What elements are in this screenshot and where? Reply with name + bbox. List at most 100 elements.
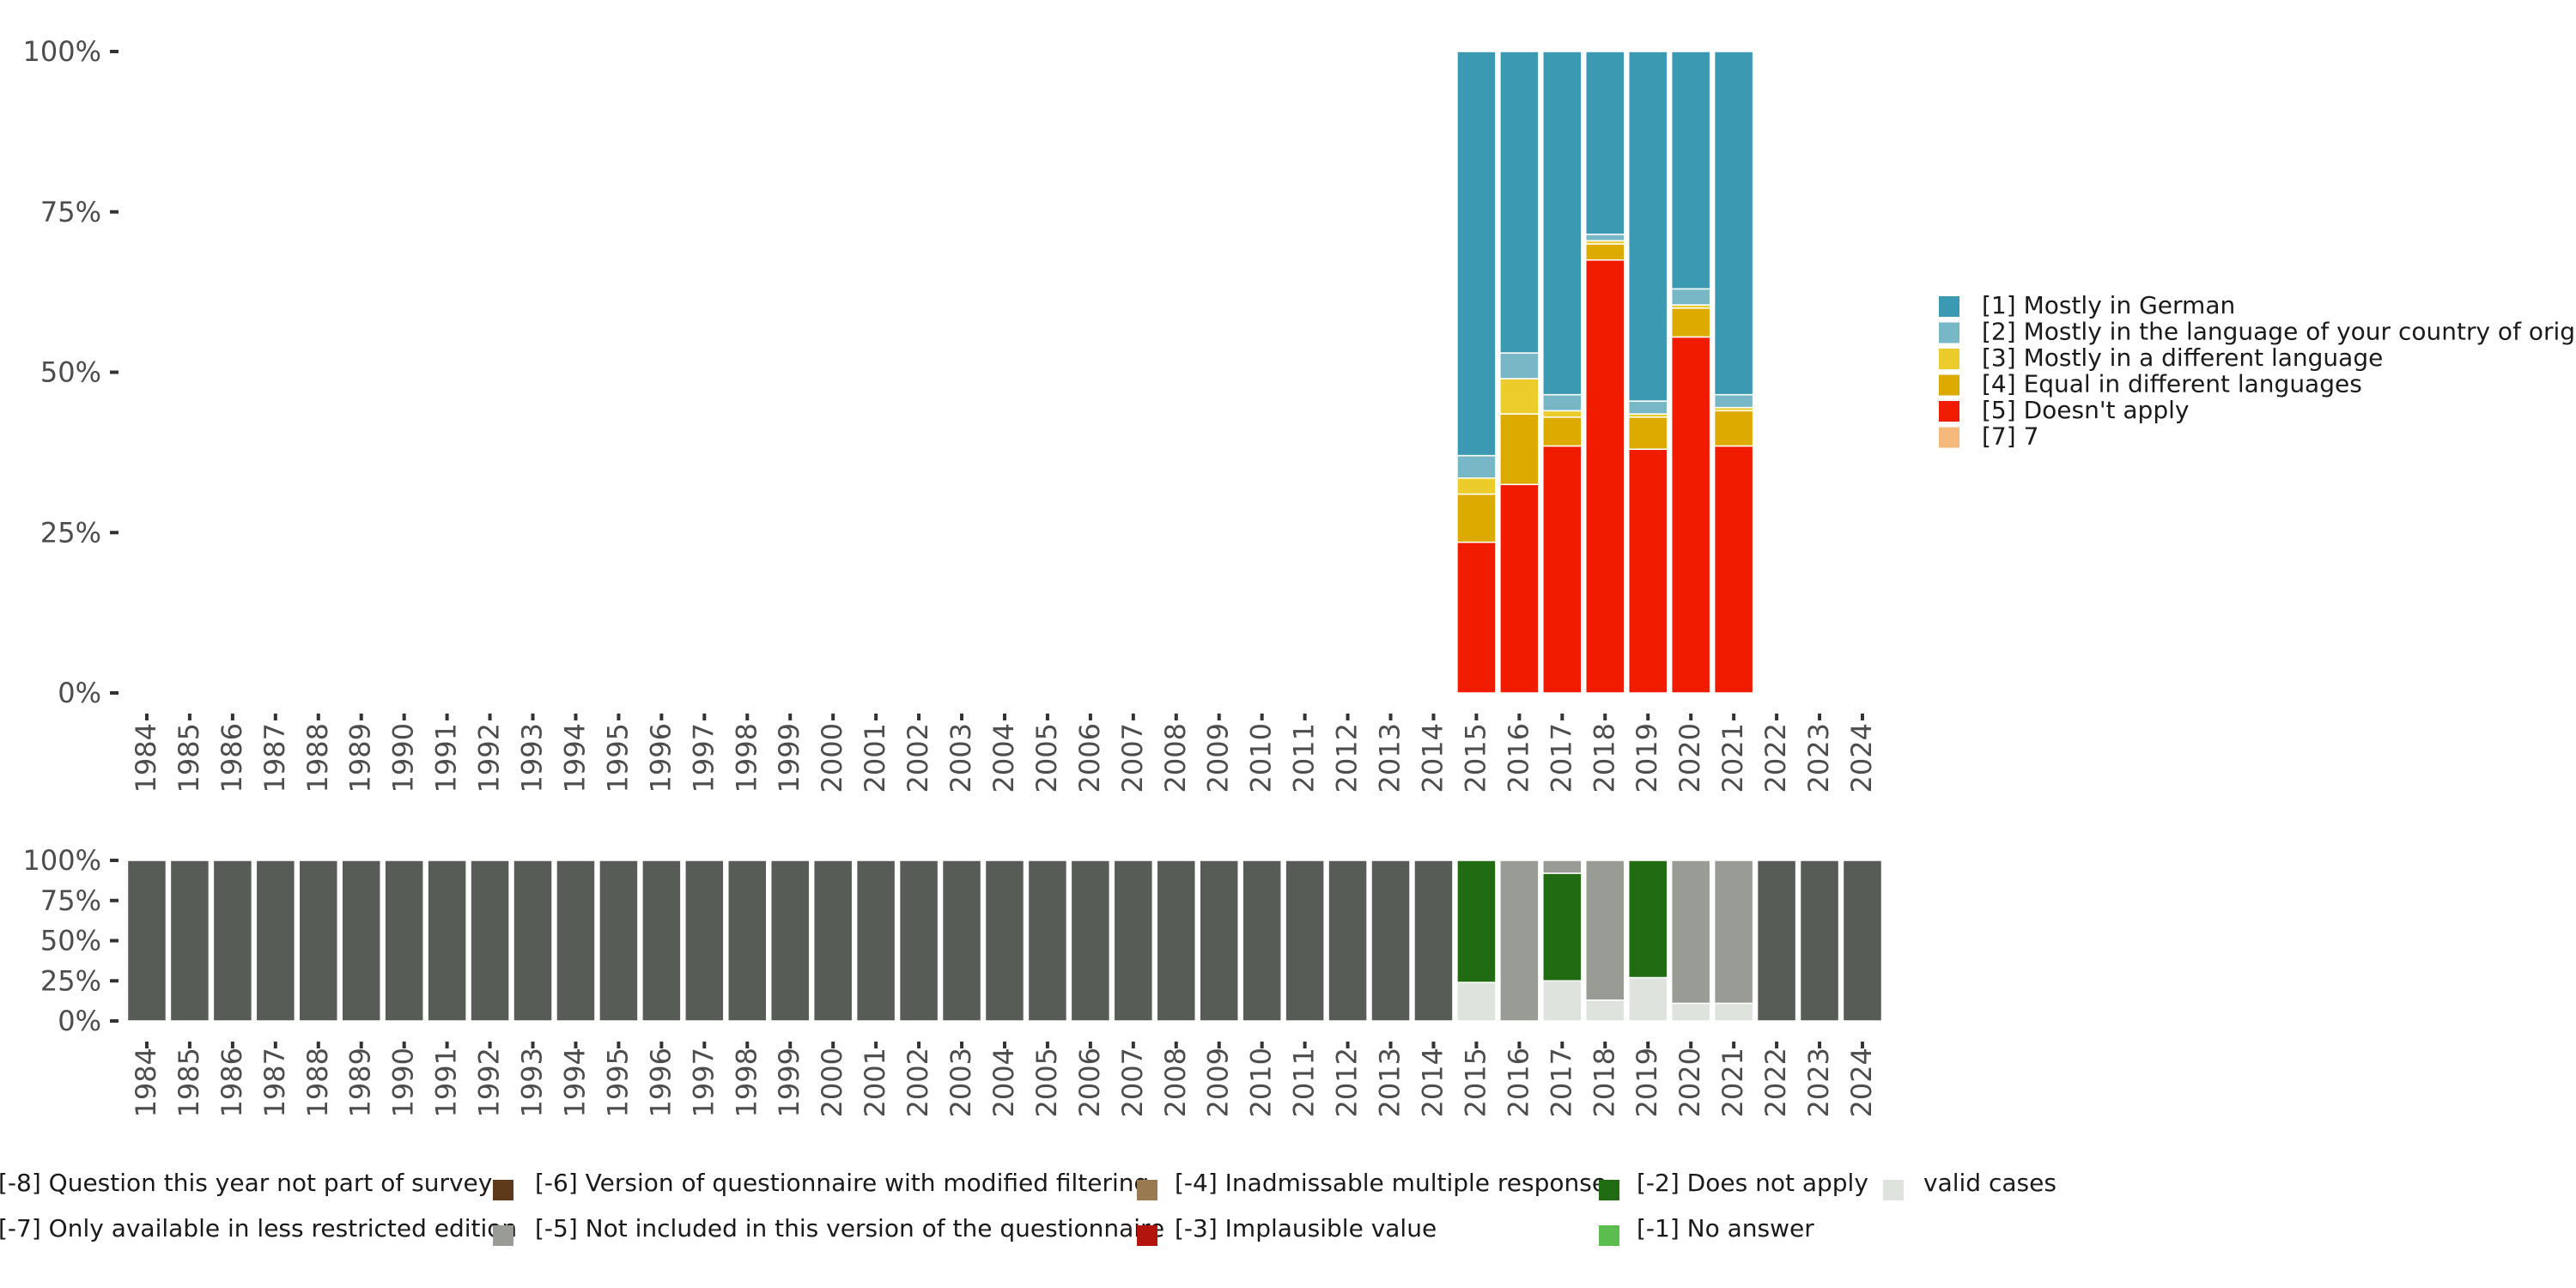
main-bar-2016-5-doesn-t-apply [1499, 483, 1540, 694]
missing-x-tick-label-2022: 2022 [1759, 1048, 1792, 1117]
main-legend-label-4-equal-in-different-languages: [4] Equal in different languages [1982, 370, 2362, 398]
main-x-tick-label-2007: 2007 [1116, 723, 1149, 793]
missing-bar-1999-8-question-this-year-not-part-of-survey [769, 860, 811, 1022]
missing-x-tick-label-2011: 2011 [1288, 1048, 1321, 1117]
missing-x-tick-label-1990: 1990 [387, 1048, 420, 1117]
missing-x-tick-label-2024: 2024 [1845, 1048, 1878, 1117]
main-legend: [1] Mostly in German[2] Mostly in the la… [1939, 291, 2576, 451]
main-bar-2021-5-doesn-t-apply [1713, 445, 1754, 694]
main-x-tick-label-1993: 1993 [516, 723, 549, 793]
missing-y-tick-label: 100% [23, 844, 101, 877]
missing-bar-2021-5-not-included-in-this-version-of-the-questionnaire [1713, 860, 1754, 1005]
main-bar-2016-4-equal-in-different-languages [1499, 413, 1540, 485]
missing-x-tick-label-2008: 2008 [1159, 1048, 1192, 1117]
missing-bar-2006-8-question-this-year-not-part-of-survey [1070, 860, 1111, 1022]
main-bar-2020-1-mostly-in-german [1670, 51, 1711, 290]
missing-x-tick-label-1994: 1994 [558, 1048, 591, 1117]
main-x-tick-label-1998: 1998 [730, 723, 762, 793]
missing-x-tick-label-1999: 1999 [773, 1048, 805, 1117]
missing-bar-2020-valid-cases [1670, 1002, 1711, 1022]
main-legend-label-2-mostly-in-the-language-of-your-country-of-origin: [2] Mostly in the language of your count… [1982, 318, 2576, 346]
main-x-tick-label-1991: 1991 [430, 723, 463, 793]
missing-x-tick-label-2016: 2016 [1502, 1048, 1534, 1117]
missing-x-tick-label-1998: 1998 [730, 1048, 762, 1117]
main-bar-2015-3-mostly-in-a-different-language [1456, 477, 1497, 495]
main-legend-swatch-5-doesn-t-apply [1939, 401, 1959, 422]
missing-x-tick-label-2013: 2013 [1374, 1048, 1406, 1117]
missing-x-tick-label-2015: 2015 [1459, 1048, 1492, 1117]
main-bar-2018-2-mostly-in-the-language-of-your-country-of-origin [1585, 234, 1625, 242]
missing-x-tick-label-2021: 2021 [1716, 1048, 1749, 1117]
main-x-tick-label-2008: 2008 [1159, 723, 1192, 793]
main-x-tick-label-2001: 2001 [859, 723, 891, 793]
main-y-tick-label: 75% [40, 196, 101, 228]
main-bar-2017-1-mostly-in-german [1542, 51, 1583, 396]
missing-x-tick-label-2002: 2002 [902, 1048, 934, 1117]
missing-bar-2002-8-question-this-year-not-part-of-survey [898, 860, 939, 1022]
missing-legend-label-2-does-not-apply: [-2] Does not apply [1637, 1169, 1868, 1197]
missing-bar-2013-8-question-this-year-not-part-of-survey [1370, 860, 1411, 1022]
missing-bar-1986-8-question-this-year-not-part-of-survey [212, 860, 253, 1022]
missing-x-tick-label-1989: 1989 [344, 1048, 377, 1117]
main-x-tick-label-2023: 2023 [1802, 723, 1835, 793]
missing-bar-2019-valid-cases [1627, 976, 1668, 1022]
missing-legend-label-1-no-answer: [-1] No answer [1637, 1214, 1814, 1242]
main-bar-2019-1-mostly-in-german [1627, 51, 1668, 402]
main-x-tick-label-1989: 1989 [344, 723, 377, 793]
missing-x-tick-label-1992: 1992 [473, 1048, 506, 1117]
main-x-tick-label-2024: 2024 [1845, 723, 1878, 793]
main-x-tick-label-2009: 2009 [1202, 723, 1235, 793]
missing-legend-swatch-1 [1137, 1180, 1157, 1200]
missing-bar-2021-valid-cases [1713, 1002, 1754, 1022]
missing-bar-1996-8-question-this-year-not-part-of-survey [641, 860, 682, 1022]
main-legend-swatch-7-7 [1939, 427, 1959, 448]
main-legend-label-1-mostly-in-german: [1] Mostly in German [1982, 291, 2235, 319]
missing-legend-label-4-inadmissable-multiple-response: [-4] Inadmissable multiple response [1175, 1169, 1607, 1197]
missing-x-tick-label-1991: 1991 [430, 1048, 463, 1117]
main-bar-2020-4-equal-in-different-languages [1670, 307, 1711, 338]
missing-bar-1988-8-question-this-year-not-part-of-survey [298, 860, 339, 1022]
missing-bar-2012-8-question-this-year-not-part-of-survey [1327, 860, 1368, 1022]
missing-bar-2014-8-question-this-year-not-part-of-survey [1413, 860, 1454, 1022]
main-x-tick-label-2006: 2006 [1073, 723, 1106, 793]
main-x-tick-label-2014: 2014 [1416, 723, 1449, 793]
main-x-tick-label-1999: 1999 [773, 723, 805, 793]
main-bar-2017-5-doesn-t-apply [1542, 445, 1583, 694]
main-bar-2021-4-equal-in-different-languages [1713, 410, 1754, 447]
main-bar-2016-1-mostly-in-german [1499, 51, 1540, 354]
missing-x-tick-label-2006: 2006 [1073, 1048, 1106, 1117]
main-bar-2015-1-mostly-in-german [1456, 51, 1497, 457]
main-y-tick-label: 100% [23, 35, 101, 68]
missing-x-tick-label-1987: 1987 [258, 1048, 291, 1117]
main-x-tick-label-1987: 1987 [258, 723, 291, 793]
missing-bar-1987-8-question-this-year-not-part-of-survey [255, 860, 296, 1022]
main-legend-swatch-1-mostly-in-german [1939, 296, 1959, 317]
missing-bar-2007-8-question-this-year-not-part-of-survey [1113, 860, 1154, 1022]
main-x-tick-label-2012: 2012 [1331, 723, 1364, 793]
missing-y-tick-label: 75% [40, 884, 101, 917]
missing-legend-swatch-2 [1599, 1180, 1619, 1200]
missing-bar-1991-8-question-this-year-not-part-of-survey [427, 860, 467, 1022]
missing-bar-2024-8-question-this-year-not-part-of-survey [1842, 860, 1883, 1022]
missing-bar-2017-5-not-included-in-this-version-of-the-questionnaire [1542, 860, 1583, 874]
main-bar-2021-2-mostly-in-the-language-of-your-country-of-origin [1713, 393, 1754, 409]
main-x-tick-label-2000: 2000 [816, 723, 848, 793]
missing-bar-1993-8-question-this-year-not-part-of-survey [513, 860, 553, 1022]
missing-x-tick-label-2005: 2005 [1030, 1048, 1063, 1117]
missing-x-tick-label-2007: 2007 [1116, 1048, 1149, 1117]
missing-x-tick-label-1996: 1996 [644, 1048, 677, 1117]
missing-bar-2019-2-does-not-apply [1627, 860, 1668, 979]
missing-legend-label-valid-cases: valid cases [1923, 1169, 2057, 1197]
missing-bar-1995-8-question-this-year-not-part-of-survey [598, 860, 639, 1022]
missing-x-tick-label-1997: 1997 [687, 1048, 720, 1117]
main-bar-2019-2-mostly-in-the-language-of-your-country-of-origin [1627, 400, 1668, 415]
main-bar-2019-4-equal-in-different-languages [1627, 416, 1668, 450]
main-x-tick-label-2018: 2018 [1588, 723, 1620, 793]
missing-bar-1998-8-question-this-year-not-part-of-survey [727, 860, 768, 1022]
main-bar-2017-4-equal-in-different-languages [1542, 416, 1583, 447]
missing-bar-2023-8-question-this-year-not-part-of-survey [1799, 860, 1840, 1022]
missing-bar-2000-8-question-this-year-not-part-of-survey [812, 860, 854, 1022]
main-legend-label-3-mostly-in-a-different-language: [3] Mostly in a different language [1982, 343, 2383, 372]
missing-legend-swatch-0 [493, 1180, 513, 1200]
main-x-tick-label-1990: 1990 [387, 723, 420, 793]
